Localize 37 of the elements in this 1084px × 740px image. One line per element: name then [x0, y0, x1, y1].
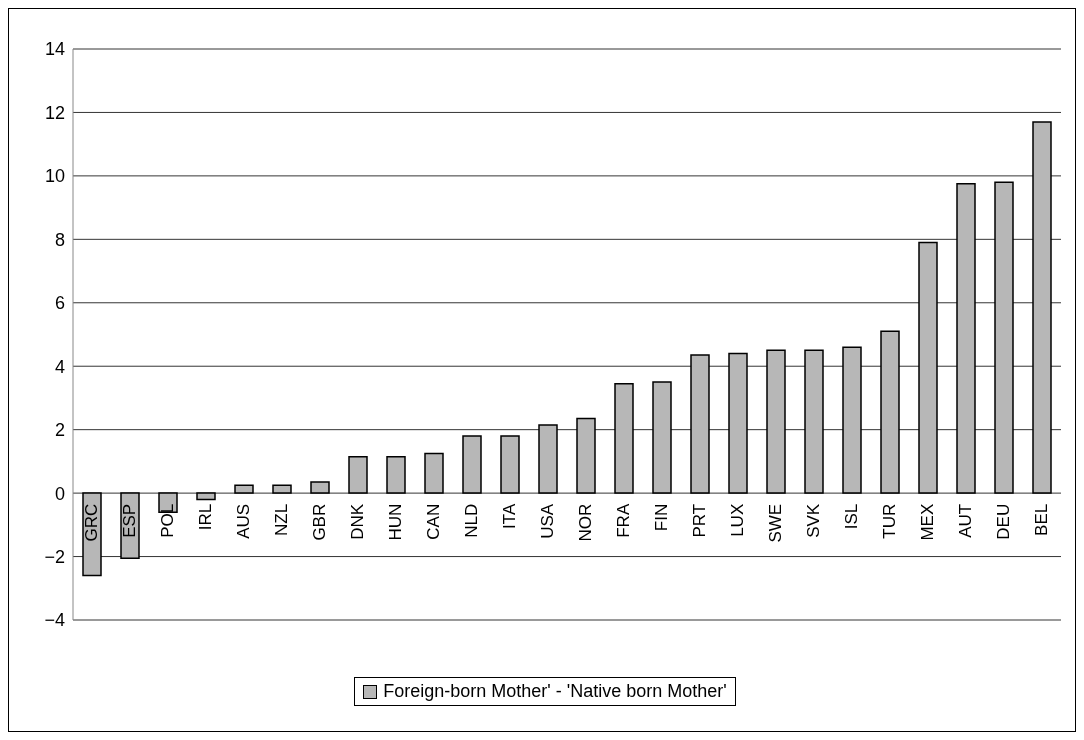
y-tick-label: −2 — [44, 546, 65, 567]
y-tick-label: 0 — [54, 483, 65, 504]
x-tick-label: ESP — [120, 503, 140, 538]
y-tick-label: 14 — [44, 39, 65, 60]
y-tick-label: 4 — [54, 356, 65, 377]
x-tick-label: AUS — [234, 503, 254, 539]
x-tick-label: AUT — [956, 503, 976, 538]
x-tick-label: SVK — [804, 503, 824, 538]
x-tick-label: DNK — [348, 503, 368, 540]
y-tick-label: 10 — [44, 166, 65, 187]
x-tick-label: TUR — [880, 503, 900, 539]
x-tick-label: IRL — [196, 503, 216, 531]
x-tick-label: HUN — [386, 503, 406, 541]
y-tick-label: 2 — [54, 420, 65, 441]
x-tick-label: GRC — [82, 503, 102, 542]
x-tick-label: LUX — [728, 503, 748, 537]
x-tick-label: NZL — [272, 503, 292, 536]
x-tick-label: POL — [158, 503, 178, 538]
x-tick-label: GBR — [310, 503, 330, 541]
x-tick-label: USA — [538, 503, 558, 539]
y-tick-label: 6 — [54, 293, 65, 314]
x-tick-label: ITA — [500, 503, 520, 529]
legend-label: Foreign-born Mother' - 'Native born Mother' — [383, 681, 727, 702]
y-tick-label: −4 — [44, 610, 65, 631]
x-tick-label: SWE — [766, 503, 786, 543]
x-tick-label: PRT — [690, 503, 710, 538]
y-tick-label: 8 — [54, 229, 65, 250]
x-tick-label: NLD — [462, 503, 482, 538]
x-tick-label: DEU — [994, 503, 1014, 540]
x-tick-label: BEL — [1032, 503, 1052, 536]
y-tick-label: 12 — [44, 102, 65, 123]
x-tick-label: CAN — [424, 503, 444, 540]
x-tick-label: ISL — [842, 503, 862, 530]
x-tick-label: MEX — [918, 503, 938, 541]
x-tick-label: NOR — [576, 503, 596, 542]
x-tick-label: FRA — [614, 503, 634, 538]
x-tick-label: FIN — [652, 503, 672, 532]
